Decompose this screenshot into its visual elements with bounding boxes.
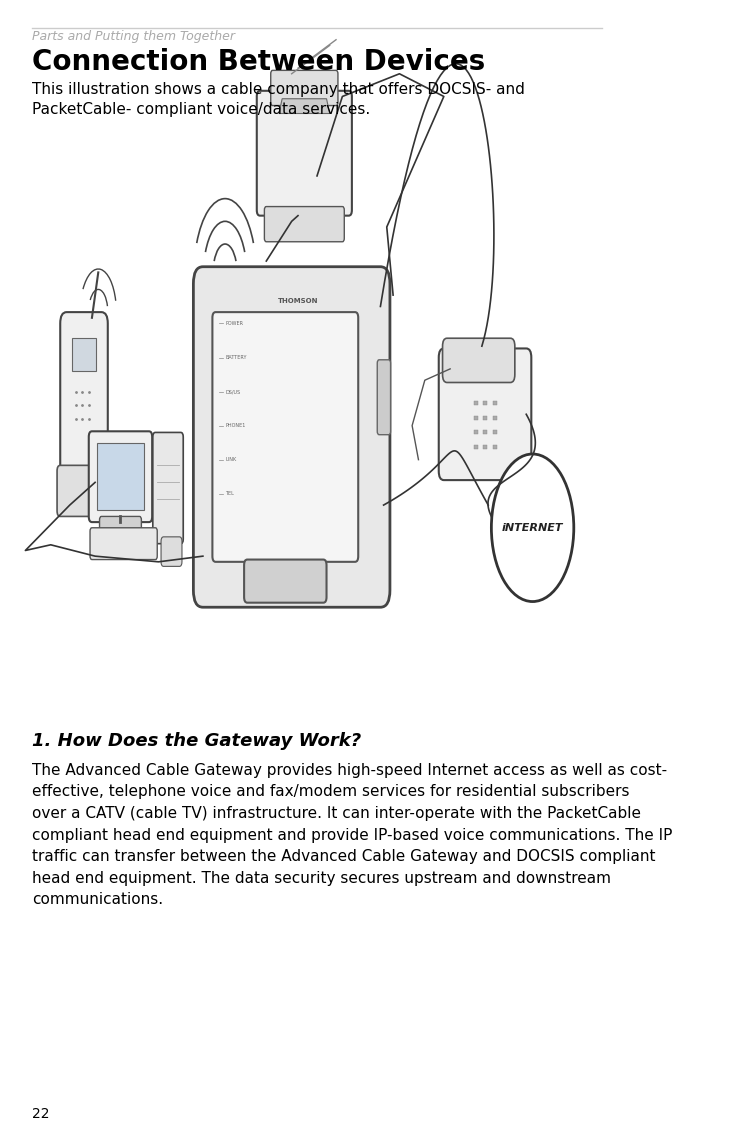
Text: LINK: LINK [225,457,236,462]
FancyBboxPatch shape [153,432,184,544]
FancyBboxPatch shape [100,516,142,537]
FancyBboxPatch shape [257,91,352,216]
FancyBboxPatch shape [161,537,182,566]
Text: Connection Between Devices: Connection Between Devices [32,48,485,76]
FancyBboxPatch shape [244,560,327,603]
Circle shape [491,454,574,602]
FancyBboxPatch shape [212,312,358,562]
FancyBboxPatch shape [97,443,144,510]
FancyBboxPatch shape [443,338,515,382]
Text: 22: 22 [32,1108,49,1121]
FancyBboxPatch shape [377,360,390,435]
FancyBboxPatch shape [439,348,531,480]
Text: Parts and Putting them Together: Parts and Putting them Together [32,30,235,42]
Text: THOMSON: THOMSON [277,297,319,304]
Text: PHONE1: PHONE1 [225,423,245,428]
FancyBboxPatch shape [89,431,152,522]
FancyBboxPatch shape [90,528,157,560]
Text: This illustration shows a cable company that offers DOCSIS- and
PacketCable- com: This illustration shows a cable company … [32,82,525,117]
FancyBboxPatch shape [271,70,338,106]
Polygon shape [279,99,330,114]
FancyBboxPatch shape [60,312,108,482]
Text: DS/US: DS/US [225,389,240,394]
FancyBboxPatch shape [72,338,96,371]
FancyBboxPatch shape [193,267,390,607]
FancyBboxPatch shape [57,465,108,516]
Text: BATTERY: BATTERY [225,355,247,360]
FancyBboxPatch shape [264,207,344,242]
Text: 1. How Does the Gateway Work?: 1. How Does the Gateway Work? [32,732,361,750]
Text: iNTERNET: iNTERNET [502,523,563,532]
Text: The Advanced Cable Gateway provides high-speed Internet access as well as cost-
: The Advanced Cable Gateway provides high… [32,763,672,907]
Text: POWER: POWER [225,321,243,326]
Text: TEL: TEL [225,491,234,496]
